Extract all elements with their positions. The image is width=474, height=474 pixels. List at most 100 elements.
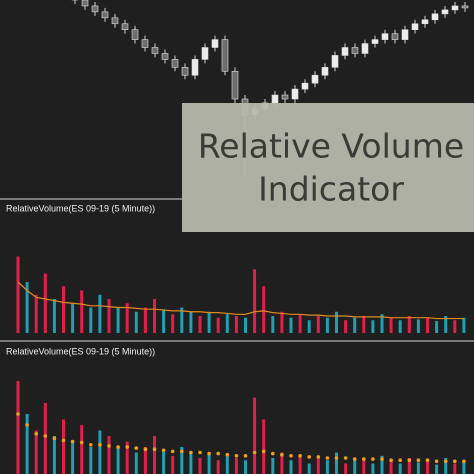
volume-bar [62,419,65,474]
average-dot [143,447,148,452]
candle-body [391,33,399,40]
average-dot [243,454,248,458]
volume-bar [71,303,75,333]
candle-body [411,23,419,31]
volume-panel [16,256,466,333]
volume-bar [253,269,257,333]
candle-body [381,33,389,40]
volume-bar [335,311,338,333]
volume-bar [80,425,84,474]
volume-bar [444,316,448,333]
volume-bar [435,321,439,333]
volume-bar [344,463,348,474]
volume-bar [216,317,220,333]
average-dot [189,450,193,455]
volume-bar [171,314,175,333]
volume-bar [462,317,466,333]
average-dot [352,457,357,461]
average-dot [398,458,403,463]
panel-label: RelativeVolume(ES 09-19 (5 Minute)) [6,346,155,356]
volume-bar [225,455,229,474]
volume-bar [89,307,93,333]
volume-bar [89,447,93,474]
candle-body [81,0,89,7]
average-dot [280,452,284,457]
volume-bar [234,458,238,474]
volume-bar [62,286,65,333]
volume-bar [353,317,357,333]
volume-bar [189,311,193,333]
volume-bar [426,460,429,474]
candle-body [171,59,179,68]
average-dot [298,454,302,458]
volume-bar [189,452,193,474]
volume-bar [416,462,420,474]
candle-body [201,47,209,60]
volume-bar [453,320,457,333]
candle-body [271,94,279,104]
volume-bar [407,316,411,333]
volume-bar [134,452,138,474]
average-dot [234,454,239,458]
candle-body [111,17,119,25]
volume-bar [107,299,111,333]
candle-body [101,11,109,19]
volume-bar [289,460,293,474]
average-dot [271,451,275,456]
volume-bar [225,314,229,333]
average-dot [443,459,448,464]
volume-bar [162,309,166,333]
volume-bar [16,256,20,333]
candle-body [361,43,369,54]
volume-bar [153,299,156,333]
average-line [17,281,464,320]
candle-body [331,55,339,68]
volume-bar [325,317,329,333]
average-dot [207,451,211,456]
candle-body [431,13,439,21]
candle-body [401,29,409,40]
average-dot [34,432,38,436]
volume-bar [98,430,102,474]
volume-bar [344,320,348,333]
volume-bar [435,464,439,474]
candle-body [311,74,319,84]
volume-bar [298,314,302,333]
volume-bar [134,311,138,333]
average-dot [79,440,84,445]
volume-bar [116,307,120,333]
volume-bar [362,458,366,474]
average-dot [98,443,102,447]
average-dot [316,455,321,459]
volume-bar [316,458,320,474]
overlay-title: Relative Volume [198,127,464,166]
average-dot [371,457,375,461]
volume-bar [262,286,266,333]
average-dot [362,457,366,461]
volume-bar [244,460,247,474]
volume-bar [125,441,129,474]
volume-bar [143,307,147,333]
average-dot [261,449,266,454]
volume-bar [389,460,393,474]
average-dot [462,459,466,464]
volume-bar [444,458,448,474]
volume-bar [43,273,47,333]
volume-bar [280,311,284,333]
volume-bar [280,452,284,474]
candle-body [291,88,299,100]
volume-bar [34,294,38,333]
volume-bar [216,460,220,474]
average-dot [170,449,175,454]
volume-bar [398,463,402,474]
average-dot [43,434,48,438]
candle-body [131,29,139,40]
average-dot [289,454,293,458]
average-dot [225,452,230,457]
volume-bar [307,320,311,333]
volume-bar [380,314,384,333]
volume-bar [107,436,111,474]
volume-bar [125,303,129,333]
